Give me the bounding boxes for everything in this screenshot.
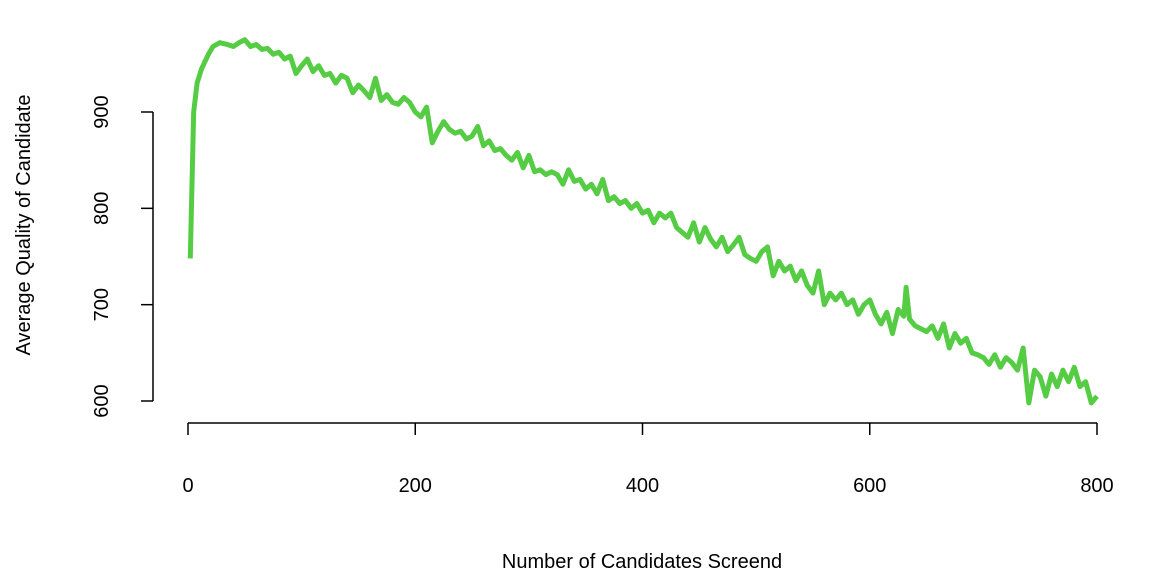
data-line (187, 37, 1099, 406)
y-tick-label: 800 (91, 192, 113, 225)
x-tick-label: 800 (1080, 475, 1113, 497)
y-tick-label: 700 (91, 288, 113, 321)
y-tick-label: 900 (91, 95, 113, 128)
x-tick-label: 0 (182, 475, 193, 497)
x-tick-label: 400 (626, 475, 659, 497)
x-tick-label: 200 (399, 475, 432, 497)
y-tick-label: 600 (91, 384, 113, 417)
y-axis-title: Average Quality of Candidate (13, 95, 35, 356)
x-axis-title: Number of Candidates Screend (502, 551, 782, 573)
x-tick-label: 600 (853, 475, 886, 497)
